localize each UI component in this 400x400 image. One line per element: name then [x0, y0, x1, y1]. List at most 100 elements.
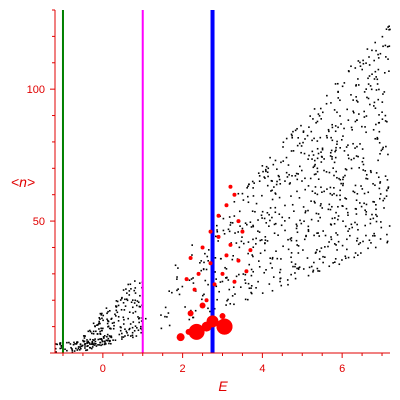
x-tick-label: 2: [180, 363, 186, 375]
black-point: [372, 182, 374, 185]
black-point: [264, 239, 267, 241]
black-point: [332, 167, 334, 169]
black-point: [345, 198, 348, 200]
black-point: [246, 195, 249, 198]
black-point: [246, 187, 248, 189]
black-point: [303, 152, 306, 155]
black-point: [357, 155, 359, 158]
black-point: [250, 268, 253, 271]
black-point: [93, 344, 96, 346]
black-point: [308, 154, 310, 157]
black-point: [376, 136, 379, 139]
black-point: [260, 239, 263, 241]
red-point: [176, 333, 185, 342]
black-point: [376, 137, 379, 140]
black-point: [100, 327, 102, 330]
black-point: [91, 346, 94, 348]
black-point: [385, 195, 388, 197]
black-point: [381, 111, 383, 113]
black-point: [306, 257, 309, 259]
black-point: [213, 307, 216, 310]
black-point: [232, 286, 235, 289]
black-point: [125, 330, 128, 333]
black-point: [318, 115, 321, 117]
black-point: [364, 224, 366, 227]
black-point: [84, 347, 86, 349]
black-point: [216, 224, 218, 227]
black-point: [296, 244, 299, 246]
y-axis-title: <n>: [11, 174, 35, 190]
black-point: [92, 332, 95, 335]
black-point: [99, 318, 101, 320]
black-point: [264, 242, 266, 245]
black-point: [374, 41, 377, 44]
black-point: [273, 186, 275, 188]
black-point: [252, 238, 254, 241]
black-point: [128, 294, 131, 296]
black-point: [334, 156, 337, 159]
black-point: [344, 197, 346, 199]
black-point: [127, 334, 129, 337]
black-point: [352, 190, 355, 193]
black-point: [317, 113, 320, 115]
black-point: [307, 225, 310, 228]
red-point: [185, 328, 192, 335]
black-point: [268, 283, 271, 285]
black-point: [309, 115, 311, 117]
black-point: [328, 171, 331, 174]
black-point: [207, 259, 210, 262]
black-point: [280, 161, 282, 164]
black-point: [303, 238, 306, 241]
black-point: [321, 207, 324, 209]
black-point: [351, 128, 353, 131]
black-point: [261, 165, 264, 167]
black-point: [177, 288, 179, 290]
black-point: [278, 175, 280, 178]
black-point: [333, 161, 336, 164]
black-point: [271, 198, 274, 201]
black-point: [372, 105, 375, 107]
black-point: [258, 231, 261, 233]
black-point: [371, 49, 373, 52]
black-point: [214, 271, 216, 273]
black-point: [269, 156, 271, 159]
black-point: [167, 312, 170, 314]
black-point: [300, 151, 302, 154]
black-point: [288, 183, 291, 185]
black-point: [121, 338, 123, 340]
black-point: [356, 192, 359, 195]
black-point: [255, 243, 257, 245]
black-point: [140, 325, 142, 328]
black-point: [357, 84, 360, 86]
black-point: [387, 187, 389, 190]
black-point: [130, 301, 133, 304]
black-point: [191, 244, 194, 246]
black-point: [388, 70, 390, 73]
black-point: [133, 289, 136, 292]
black-point: [134, 287, 137, 289]
black-point: [365, 211, 368, 213]
black-point: [259, 252, 262, 255]
black-point: [273, 223, 276, 226]
black-point: [344, 255, 347, 258]
black-point: [317, 220, 320, 222]
black-point: [298, 197, 301, 199]
black-point: [131, 306, 134, 309]
black-point: [93, 339, 95, 342]
black-point: [270, 190, 272, 192]
black-point: [336, 176, 338, 179]
black-point: [117, 315, 120, 318]
black-point: [339, 115, 341, 117]
black-point: [384, 175, 387, 177]
black-point: [318, 235, 321, 237]
black-point: [100, 344, 102, 347]
black-point: [367, 191, 370, 194]
black-point: [101, 317, 103, 320]
black-point: [310, 200, 312, 202]
black-point: [127, 283, 130, 286]
black-point: [333, 174, 335, 177]
red-point: [199, 302, 206, 309]
black-point: [97, 338, 100, 341]
black-point: [241, 192, 244, 195]
black-point: [341, 85, 344, 88]
